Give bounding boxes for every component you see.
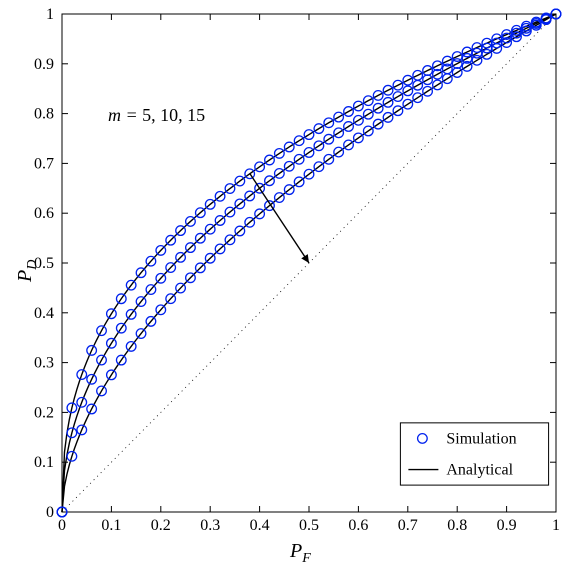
x-axis-label: PF bbox=[290, 540, 311, 567]
m-annotation-prefix: m = bbox=[108, 105, 142, 125]
svg-text:0.8: 0.8 bbox=[34, 106, 54, 123]
y-axis-label: PD bbox=[14, 260, 41, 282]
svg-text:0.4: 0.4 bbox=[250, 517, 270, 534]
svg-text:Simulation: Simulation bbox=[446, 430, 516, 447]
y-axis-label-sub: D bbox=[25, 260, 40, 270]
svg-text:1: 1 bbox=[552, 517, 560, 534]
y-axis-label-main: P bbox=[14, 270, 36, 282]
svg-text:0.4: 0.4 bbox=[34, 305, 54, 322]
svg-text:0.6: 0.6 bbox=[34, 205, 54, 222]
svg-text:0.6: 0.6 bbox=[348, 517, 368, 534]
svg-text:0.9: 0.9 bbox=[497, 517, 517, 534]
roc-chart: 0 0.1 0.2 0.3 0.4 0.5 0.6 0.7 0.8 0.9 1 0 0.1 0.2 0.3 0… bbox=[0, 0, 576, 570]
svg-text:1: 1 bbox=[46, 6, 54, 23]
svg-text:0.8: 0.8 bbox=[447, 517, 467, 534]
svg-text:0.2: 0.2 bbox=[151, 517, 171, 534]
svg-text:0.2: 0.2 bbox=[34, 404, 54, 421]
svg-text:0.1: 0.1 bbox=[101, 517, 121, 534]
svg-text:0: 0 bbox=[58, 517, 66, 534]
x-axis-label-sub: F bbox=[302, 551, 311, 566]
svg-text:0.7: 0.7 bbox=[34, 155, 54, 172]
x-axis-label-main: P bbox=[290, 540, 302, 562]
svg-text:0.3: 0.3 bbox=[200, 517, 220, 534]
m-annotation: m = 5, 10, 15 bbox=[108, 105, 205, 126]
svg-text:0.3: 0.3 bbox=[34, 355, 54, 372]
svg-text:0.5: 0.5 bbox=[299, 517, 319, 534]
svg-text:0.9: 0.9 bbox=[34, 56, 54, 73]
svg-text:0.1: 0.1 bbox=[34, 454, 54, 471]
m-annotation-values: 5, 10, 15 bbox=[142, 105, 205, 125]
svg-text:0: 0 bbox=[46, 504, 54, 521]
chart-svg: 0 0.1 0.2 0.3 0.4 0.5 0.6 0.7 0.8 0.9 1 0 0.1 0.2 0.3 0… bbox=[0, 0, 576, 570]
svg-text:Analytical: Analytical bbox=[446, 462, 513, 479]
svg-text:0.7: 0.7 bbox=[398, 517, 418, 534]
